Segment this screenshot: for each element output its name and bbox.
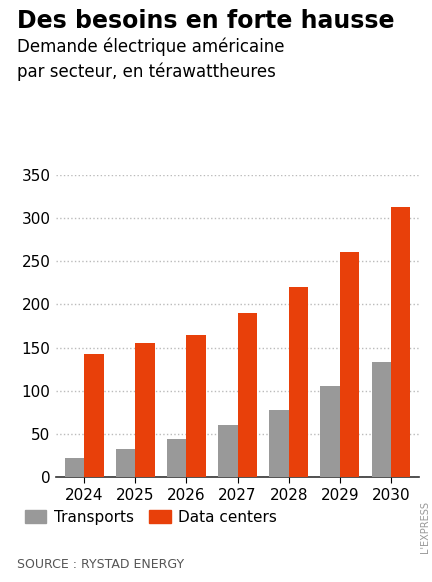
Bar [238,313,257,477]
Text: SOURCE : RYSTAD ENERGY: SOURCE : RYSTAD ENERGY [17,558,184,570]
Bar [340,253,359,477]
Bar [116,449,135,477]
Legend: Transports, Data centers: Transports, Data centers [25,510,277,525]
Text: Des besoins en forte hausse: Des besoins en forte hausse [17,9,395,33]
Bar [135,343,155,477]
Text: L'EXPRESS: L'EXPRESS [420,501,430,553]
Bar [372,362,391,477]
Bar [391,207,410,477]
Bar [321,386,340,477]
Bar [218,425,238,477]
Bar [289,287,308,477]
Text: Demande électrique américaine
par secteur, en térawattheures: Demande électrique américaine par secteu… [17,38,285,81]
Bar [187,335,206,477]
Bar [167,439,187,477]
Bar [269,410,289,477]
Bar [65,458,84,477]
Bar [84,354,104,477]
